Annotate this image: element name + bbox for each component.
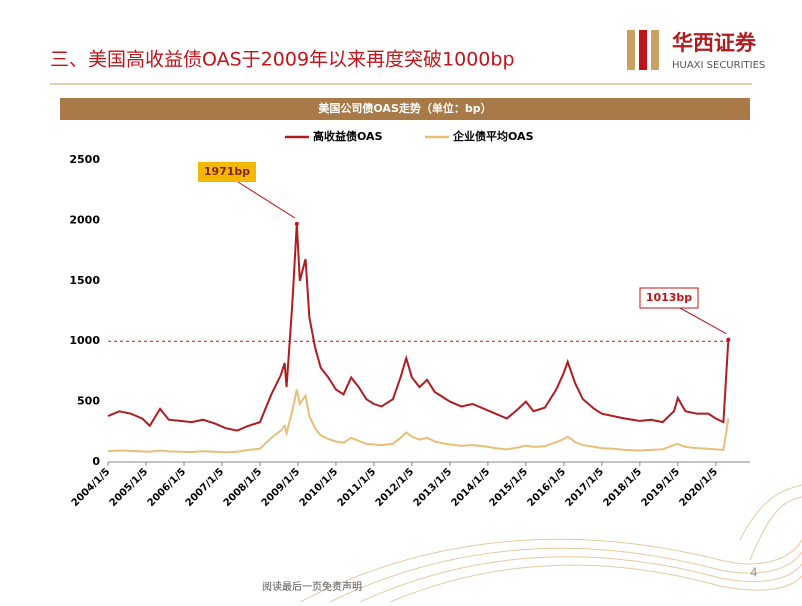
x-tick-label: 2007/1/5 [184, 466, 226, 508]
logo-mark [651, 30, 659, 70]
x-tick-label: 2012/1/5 [374, 466, 416, 508]
x-tick-label: 2013/1/5 [412, 466, 454, 508]
legend-label: 高收益债OAS [313, 129, 383, 143]
y-tick-label: 500 [77, 395, 100, 408]
x-tick-label: 2018/1/5 [602, 466, 644, 508]
decoration [299, 484, 802, 603]
x-tick-label: 2017/1/5 [564, 466, 606, 508]
annotation-arrow [679, 307, 727, 335]
x-tick-label: 2010/1/5 [298, 466, 340, 508]
x-tick-label: 2019/1/5 [640, 466, 682, 508]
annotation-box [639, 287, 699, 309]
y-tick-label: 1000 [69, 334, 100, 347]
annotation-point [726, 337, 731, 342]
x-tick-label: 2020/1/5 [678, 466, 720, 508]
x-tick-label: 2006/1/5 [146, 466, 188, 508]
y-tick-label: 2000 [69, 213, 100, 226]
x-tick-label: 2009/1/5 [260, 466, 302, 508]
annotation-box [198, 162, 256, 182]
logo-mark [639, 30, 647, 70]
x-tick-label: 2016/1/5 [526, 466, 568, 508]
annotation-arrow [237, 181, 296, 219]
x-tick-label: 2015/1/5 [488, 466, 530, 508]
footer: 阅读最后一页免责声明 [262, 580, 362, 593]
logo-mark [627, 30, 635, 70]
y-tick-label: 2500 [69, 153, 100, 166]
series-line [107, 389, 730, 454]
annotation-label: 1971bp [204, 165, 250, 178]
logo-subtext: HUAXI SECURITIES [672, 60, 765, 71]
y-tick-label: 1500 [69, 274, 100, 287]
chart-title: 美国公司债OAS走势（单位：bp） [318, 101, 491, 115]
chart-header [60, 98, 750, 120]
logo-text: 华西证券 [672, 31, 757, 55]
x-tick-label: 2008/1/5 [222, 466, 264, 508]
annotation-label: 1013bp [646, 291, 692, 304]
y-tick-label: 0 [92, 455, 100, 468]
x-tick-label: 2014/1/5 [450, 466, 492, 508]
x-tick-label: 2011/1/5 [336, 466, 378, 508]
slide-title: 三、美国高收益债OAS于2009年以来再度突破1000bp [50, 49, 515, 71]
annotation-point [294, 221, 299, 226]
x-tick-label: 2004/1/5 [70, 466, 112, 508]
series-line [107, 223, 730, 432]
x-tick-label: 2005/1/5 [108, 466, 150, 508]
page-number: 4 [750, 566, 758, 580]
legend-label: 企业债平均OAS [452, 129, 534, 143]
